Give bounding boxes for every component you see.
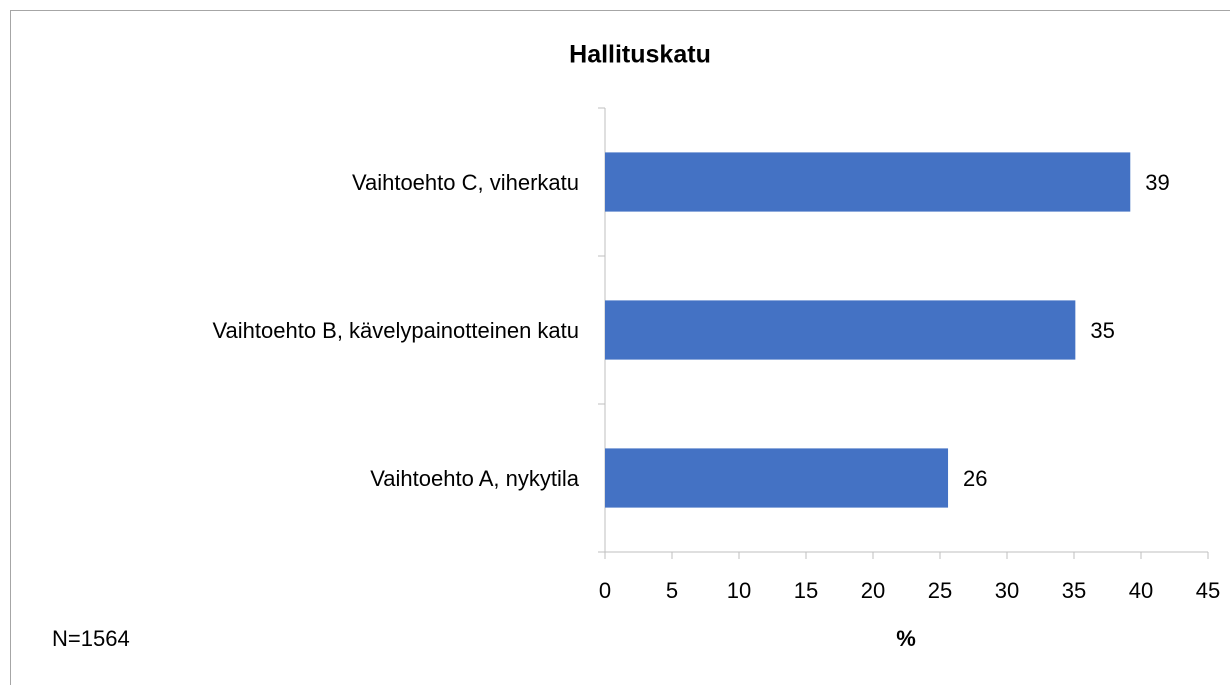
x-tick-label: 0 — [599, 578, 611, 603]
x-tick-label: 30 — [995, 578, 1019, 603]
value-label: 35 — [1090, 318, 1114, 343]
x-tick-label: 45 — [1196, 578, 1220, 603]
x-tick-label: 25 — [928, 578, 952, 603]
bar — [605, 448, 949, 508]
x-tick-label: 10 — [727, 578, 751, 603]
value-label: 26 — [963, 466, 987, 491]
x-tick-label: 20 — [861, 578, 885, 603]
x-tick-label: 40 — [1129, 578, 1153, 603]
bar — [605, 300, 1076, 360]
x-tick-label: 5 — [666, 578, 678, 603]
x-tick-label: 35 — [1062, 578, 1086, 603]
y-tick-label: Vaihtoehto B, kävelypainotteinen katu — [212, 318, 579, 343]
annotation: N=1564 — [52, 626, 130, 651]
x-axis-label: % — [896, 626, 916, 651]
value-label: 39 — [1145, 170, 1169, 195]
x-tick-label: 15 — [794, 578, 818, 603]
bar — [605, 152, 1131, 212]
chart-title: Hallituskatu — [569, 41, 711, 69]
y-tick-label: Vaihtoehto A, nykytila — [370, 466, 579, 491]
y-tick-label: Vaihtoehto C, viherkatu — [352, 170, 579, 195]
